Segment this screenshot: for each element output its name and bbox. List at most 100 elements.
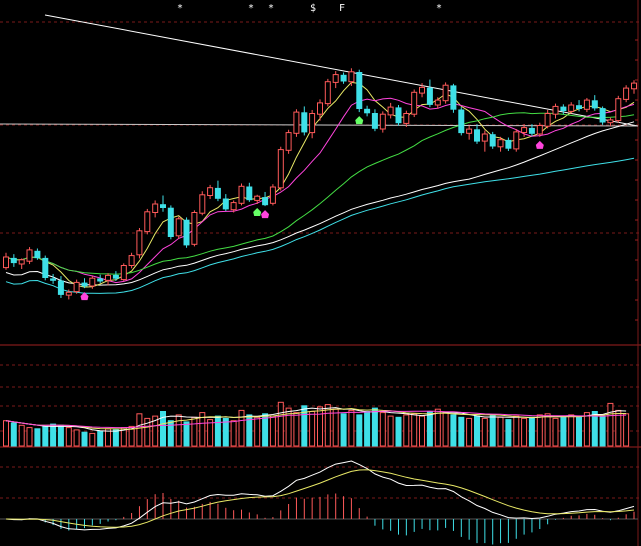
candle — [144, 211, 151, 233]
volume-bar — [521, 417, 528, 447]
candle — [411, 91, 418, 115]
volume-bar — [481, 417, 488, 447]
volume-bar — [230, 420, 237, 447]
candle — [591, 100, 598, 109]
candle — [607, 119, 614, 124]
moving-average-line — [5, 112, 635, 275]
volume-bar — [10, 422, 17, 447]
volume-bar — [262, 413, 269, 447]
signal-marker — [253, 207, 262, 216]
candle — [434, 99, 441, 106]
volume-bar — [309, 411, 316, 447]
volume-bar — [442, 412, 449, 447]
candle — [497, 139, 504, 148]
volume-bar — [214, 415, 221, 447]
volume-bar — [387, 415, 394, 447]
volume-bar — [26, 427, 33, 447]
signal-marker — [80, 292, 89, 301]
top-marker: $ — [310, 3, 317, 14]
candle — [65, 291, 72, 296]
volume-bar — [191, 416, 198, 447]
candle — [458, 109, 465, 134]
volume-bar — [97, 430, 104, 447]
volume-bar — [466, 417, 473, 447]
candle — [293, 111, 300, 134]
candle — [301, 112, 308, 133]
candle — [528, 127, 535, 134]
volume-bar — [450, 414, 457, 447]
volume-bar — [395, 416, 402, 447]
candle — [238, 185, 245, 204]
volume-bar — [246, 414, 253, 447]
volume-bar — [371, 407, 378, 447]
volume-bar — [160, 411, 166, 447]
candle — [544, 113, 551, 127]
candle — [199, 194, 206, 214]
volume-bar — [167, 420, 174, 447]
volume-bar — [544, 413, 551, 447]
candle — [89, 277, 96, 287]
candle — [356, 72, 363, 109]
volume-bar — [536, 414, 543, 447]
candle — [183, 219, 190, 246]
top-marker: * — [248, 3, 255, 14]
candle — [167, 207, 174, 237]
top-marker: * — [436, 3, 443, 14]
candle — [583, 99, 590, 110]
candle — [191, 212, 198, 245]
candle — [403, 113, 410, 124]
top-marker: F — [339, 3, 346, 14]
volume-bar — [332, 408, 339, 447]
volume-bar — [528, 416, 535, 447]
candle — [332, 74, 339, 83]
volume-bar — [340, 413, 347, 447]
candle — [42, 257, 49, 278]
candle — [466, 128, 473, 134]
candle — [536, 125, 543, 135]
candle — [442, 84, 449, 102]
volume-bar — [505, 419, 512, 447]
volume-bar — [356, 414, 363, 447]
volume-bar — [112, 429, 119, 447]
volume-bar — [474, 415, 480, 447]
candle — [309, 113, 316, 134]
volume-bar — [175, 414, 182, 447]
volume-bar — [591, 411, 598, 447]
candle — [552, 105, 559, 115]
volume-bar — [238, 409, 245, 447]
volume-bar — [568, 414, 575, 447]
volume-bar — [254, 416, 261, 447]
volume-bar — [65, 427, 72, 447]
volume-bar — [411, 413, 418, 447]
volume-bar — [34, 428, 41, 447]
candle — [340, 74, 347, 82]
indicator-line — [5, 469, 635, 528]
signal-marker — [535, 140, 544, 149]
candle — [214, 187, 221, 199]
candle — [222, 198, 229, 210]
volume-bar — [458, 416, 465, 447]
candle — [175, 218, 182, 237]
signal-marker — [355, 116, 364, 125]
candle — [505, 139, 512, 149]
volume-bar — [89, 432, 96, 447]
candle — [513, 131, 520, 150]
candle — [317, 102, 323, 115]
volume-bar — [403, 414, 410, 447]
volume-bar — [324, 404, 331, 447]
candle — [371, 113, 378, 129]
volume-bar — [301, 405, 308, 447]
volume-bar — [293, 412, 300, 447]
volume-bar — [207, 419, 214, 447]
volume-ma-line — [5, 410, 627, 429]
volume-bar — [136, 413, 143, 447]
trend-line — [44, 14, 639, 127]
candle — [128, 255, 135, 267]
candle — [160, 204, 166, 208]
candle — [615, 98, 622, 122]
volume-bar — [379, 412, 386, 447]
candle — [254, 195, 261, 201]
candle — [419, 86, 425, 94]
volume-bar — [269, 415, 276, 447]
volume-bar — [81, 431, 88, 447]
